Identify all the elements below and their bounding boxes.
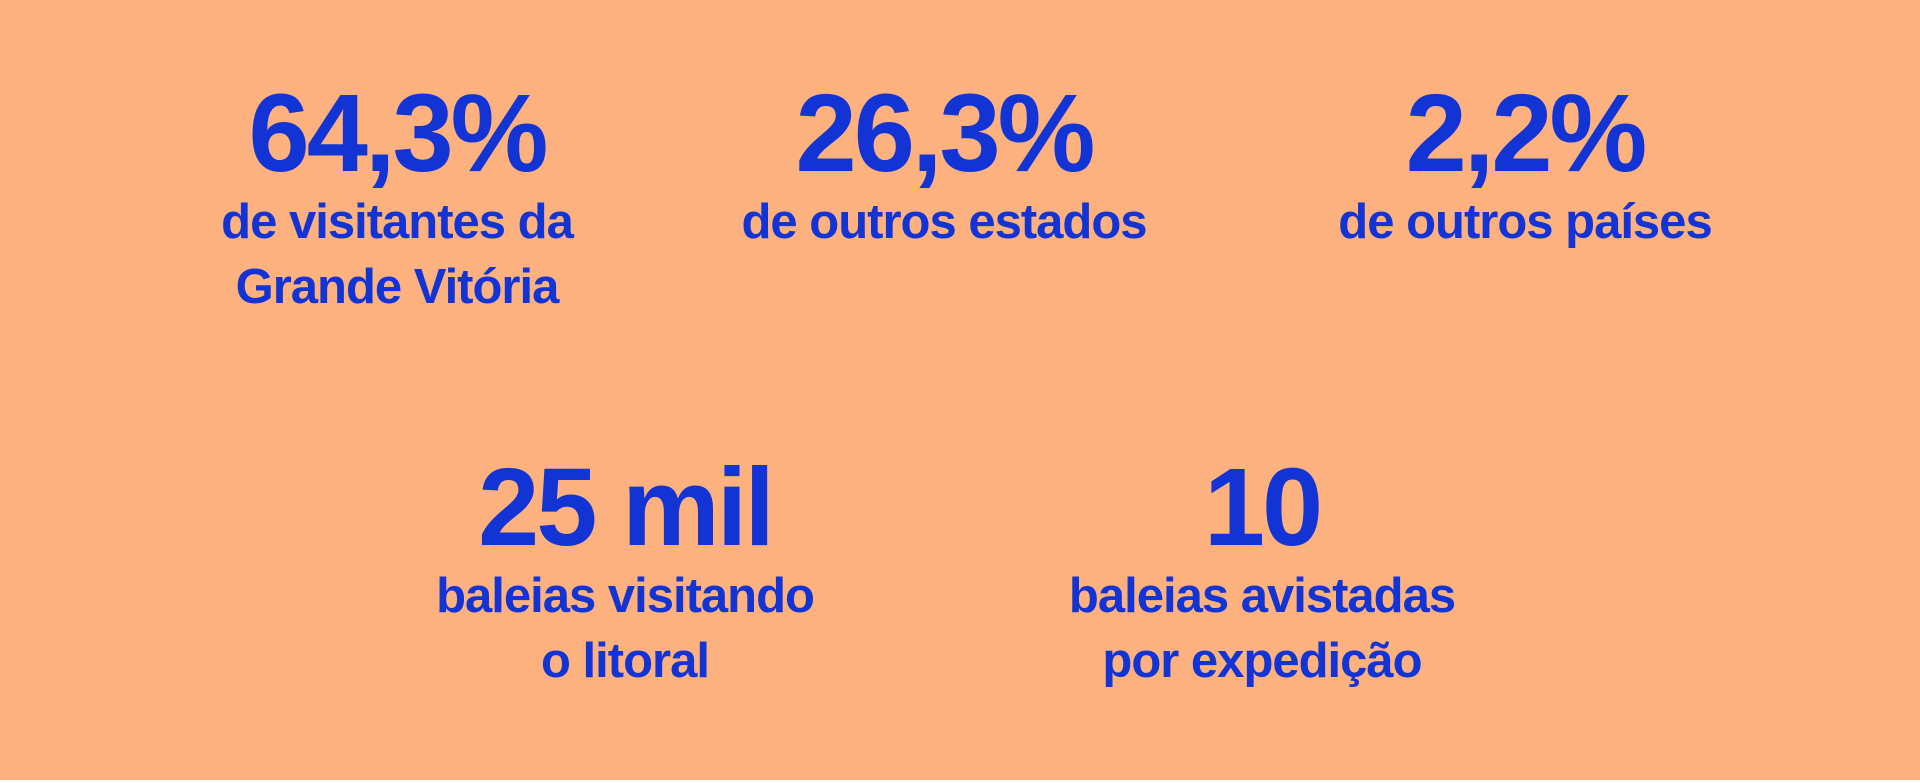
- stat-whales-per-expedition: 10 baleias avistadas por expedição: [1068, 446, 1456, 694]
- stat-label-line2: por expedição: [1102, 634, 1422, 688]
- stat-value: 26,3%: [795, 72, 1096, 195]
- stat-other-states: 26,3% de outros estados: [741, 72, 1147, 255]
- stat-value: 10: [1203, 446, 1323, 569]
- stat-label-line1: de outros estados: [741, 195, 1147, 249]
- stat-label-line1: de visitantes da: [221, 195, 574, 249]
- stat-value: 64,3%: [248, 72, 549, 195]
- stat-label-line1: de outros países: [1338, 195, 1712, 249]
- stat-value: 2,2%: [1405, 72, 1648, 195]
- stat-other-countries: 2,2% de outros países: [1338, 72, 1712, 255]
- stat-label-line1: baleias visitando: [436, 569, 815, 623]
- stat-visitors-grande-vitoria: 64,3% de visitantes da Grande Vitória: [221, 72, 574, 320]
- stat-label-line2: Grande Vitória: [235, 260, 560, 314]
- stat-whales-coast: 25 mil baleias visitando o litoral: [436, 446, 815, 694]
- stat-value: 25 mil: [478, 446, 775, 569]
- stat-label-line2: o litoral: [541, 634, 710, 688]
- stat-label-line1: baleias avistadas: [1068, 569, 1456, 623]
- bottom-edge-strip: [0, 780, 1920, 783]
